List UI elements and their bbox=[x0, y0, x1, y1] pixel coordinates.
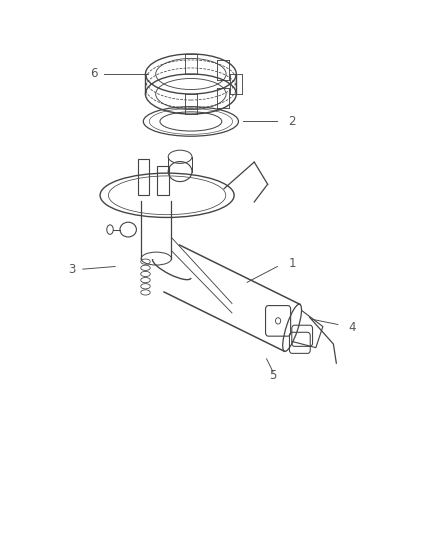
Text: 1: 1 bbox=[288, 257, 296, 270]
Bar bbox=[138, 159, 148, 195]
Text: 6: 6 bbox=[90, 68, 97, 80]
Text: 2: 2 bbox=[288, 115, 296, 128]
Text: 3: 3 bbox=[68, 263, 76, 276]
Bar bbox=[157, 166, 169, 195]
Text: 4: 4 bbox=[349, 321, 356, 334]
Text: 5: 5 bbox=[269, 369, 277, 382]
